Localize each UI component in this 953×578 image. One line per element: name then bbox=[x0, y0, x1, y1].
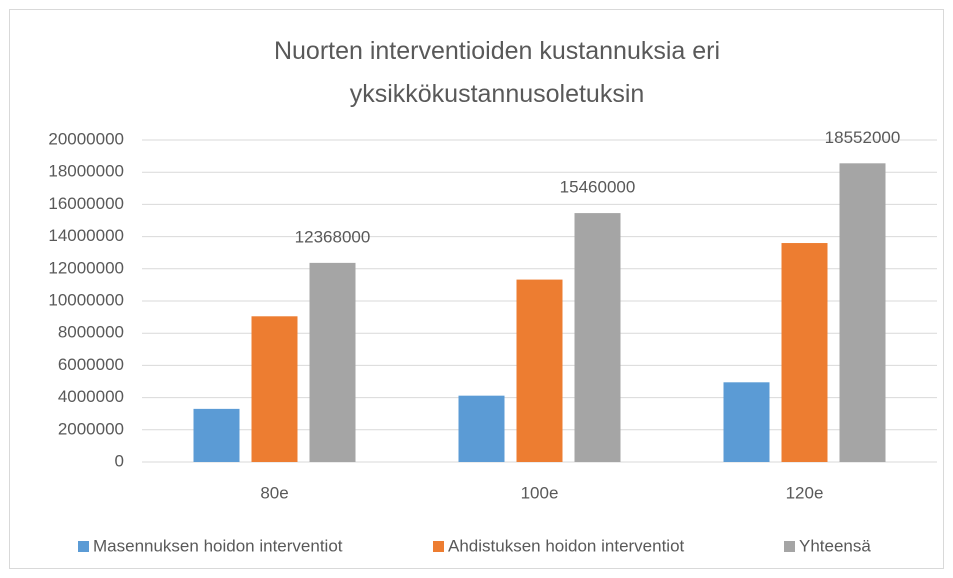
y-tick-label: 16000000 bbox=[48, 194, 124, 213]
y-tick-label: 10000000 bbox=[48, 290, 124, 309]
y-tick-label: 4000000 bbox=[58, 387, 124, 406]
bar bbox=[251, 316, 298, 462]
legend-label: Masennuksen hoidon interventiot bbox=[93, 536, 343, 555]
legend-swatch bbox=[78, 541, 89, 552]
bar bbox=[309, 262, 356, 462]
y-tick-label: 6000000 bbox=[58, 355, 124, 374]
data-label: 15460000 bbox=[560, 178, 636, 197]
y-tick-label: 14000000 bbox=[48, 226, 124, 245]
legend-label: Yhteensä bbox=[799, 536, 871, 555]
y-tick-label: 18000000 bbox=[48, 162, 124, 181]
bar bbox=[193, 408, 240, 462]
bar bbox=[781, 243, 828, 462]
legend-swatch bbox=[433, 541, 444, 552]
bar bbox=[839, 163, 886, 462]
y-tick-label: 0 bbox=[115, 451, 124, 470]
legend-swatch bbox=[784, 541, 795, 552]
legend-label: Ahdistuksen hoidon interventiot bbox=[448, 536, 685, 555]
data-label: 12368000 bbox=[295, 227, 371, 246]
bar bbox=[516, 279, 563, 462]
x-tick-label: 80e bbox=[260, 483, 288, 502]
y-tick-label: 8000000 bbox=[58, 323, 124, 342]
bar bbox=[458, 395, 505, 462]
y-tick-label: 12000000 bbox=[48, 258, 124, 277]
x-tick-label: 120e bbox=[786, 483, 824, 502]
y-tick-label: 20000000 bbox=[48, 129, 124, 148]
x-tick-label: 100e bbox=[521, 483, 559, 502]
data-label: 18552000 bbox=[825, 128, 901, 147]
bar bbox=[574, 213, 621, 462]
y-tick-label: 2000000 bbox=[58, 419, 124, 438]
chart-title: Nuorten interventioiden kustannuksia eri… bbox=[273, 37, 721, 108]
bar bbox=[723, 382, 770, 462]
